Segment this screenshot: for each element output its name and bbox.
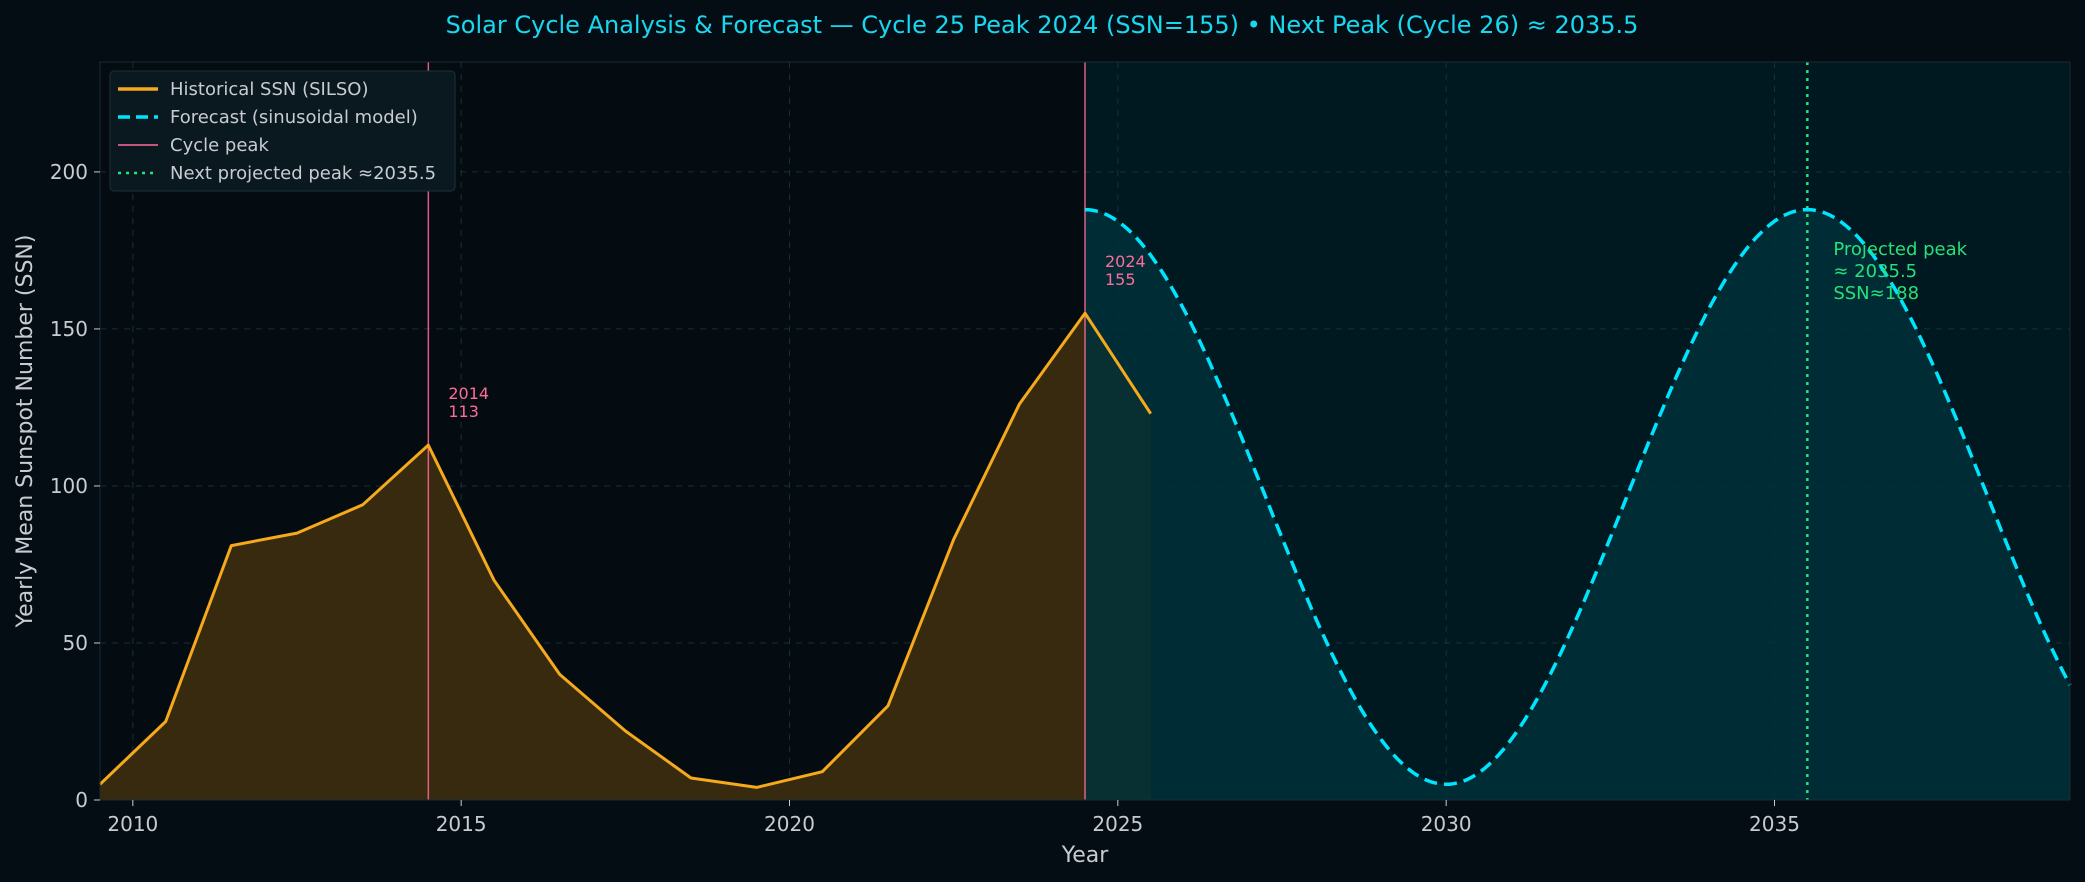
x-tick-label: 2025 bbox=[1092, 812, 1143, 836]
y-tick-label: 150 bbox=[50, 317, 88, 341]
legend-next-peak-label: Next projected peak ≈2035.5 bbox=[170, 163, 436, 184]
chart-title: Solar Cycle Analysis & Forecast — Cycle … bbox=[446, 11, 1639, 39]
next-peak-annotation-line: SSN≈188 bbox=[1833, 283, 1919, 304]
y-tick-label: 100 bbox=[50, 474, 88, 498]
forecast-line bbox=[1084, 207, 2072, 787]
x-tick-label: 2030 bbox=[1421, 812, 1472, 836]
cycle-peak-year-label: 2014 bbox=[448, 384, 489, 403]
x-axis-label: Year bbox=[1061, 843, 1110, 868]
legend: Historical SSN (SILSO) Forecast (sinusoi… bbox=[109, 70, 456, 192]
x-tick-label: 2020 bbox=[764, 812, 815, 836]
y-axis-ticks: 0 50 100 150 200 bbox=[50, 160, 100, 812]
historical-fill bbox=[100, 313, 1151, 800]
y-tick-label: 200 bbox=[50, 160, 88, 184]
legend-cycle-peak-label: Cycle peak bbox=[170, 135, 269, 156]
forecast-fill bbox=[1085, 209, 2070, 801]
next-peak-annotation-line: ≈ 2035.5 bbox=[1833, 261, 1917, 282]
x-tick-label: 2010 bbox=[107, 812, 158, 836]
x-axis-ticks: 2010 2015 2020 2025 2030 2035 bbox=[107, 800, 1800, 836]
cycle-peak-value-label: 155 bbox=[1105, 270, 1136, 289]
y-tick-label: 0 bbox=[75, 788, 88, 812]
x-tick-label: 2035 bbox=[1749, 812, 1800, 836]
x-tick-label: 2015 bbox=[436, 812, 487, 836]
cycle-peak-value-label: 113 bbox=[448, 402, 479, 421]
y-axis-label: Yearly Mean Sunspot Number (SSN) bbox=[13, 235, 38, 629]
legend-forecast-label: Forecast (sinusoidal model) bbox=[170, 107, 418, 128]
historical-ssn-line bbox=[98, 311, 1152, 789]
legend-historical-label: Historical SSN (SILSO) bbox=[170, 79, 368, 100]
next-peak-annotation-line: Projected peak bbox=[1833, 239, 1967, 260]
plot-frame bbox=[99, 61, 2071, 801]
legend-box bbox=[109, 70, 456, 192]
cycle-peak-year-label: 2024 bbox=[1105, 252, 1146, 271]
y-tick-label: 50 bbox=[63, 631, 88, 655]
